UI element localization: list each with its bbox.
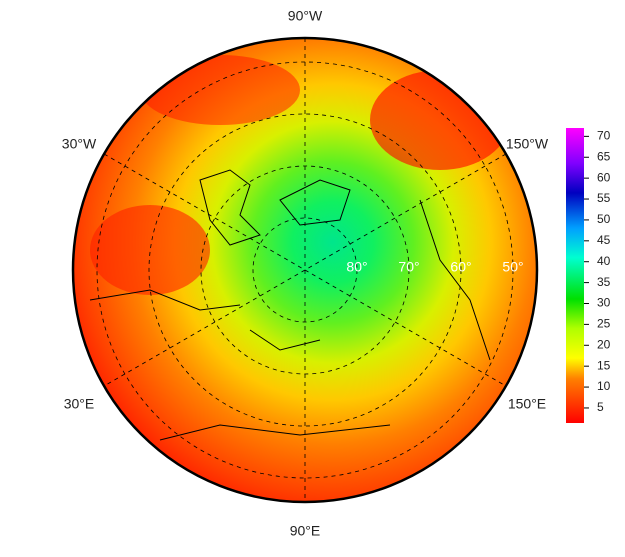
colorbar-tick-label: 25 xyxy=(597,317,611,331)
colorbar-tick-label: 40 xyxy=(597,254,611,268)
meridian-label: 150°E xyxy=(508,396,546,412)
colorbar-tick-label: 50 xyxy=(597,212,611,226)
meridian-label: 90°E xyxy=(290,523,321,539)
colorbar-tick-label: 30 xyxy=(597,296,611,310)
latitude-circle xyxy=(200,165,410,375)
colorbar: 5 10 15 20 25 30 35 40 45 50 55 60 65 70 xyxy=(566,128,611,423)
latitude-circle xyxy=(96,61,514,479)
meridian-label: 30°E xyxy=(64,396,95,412)
colorbar-tick-label: 15 xyxy=(597,358,611,372)
meridian-line xyxy=(103,153,507,387)
meridian-label: 150°W xyxy=(506,136,549,152)
latitude-label: 60° xyxy=(450,259,471,275)
colorbar-tick-label: 60 xyxy=(597,170,611,184)
colorbar-tick-label: 70 xyxy=(597,129,611,143)
coastline xyxy=(89,169,491,441)
colorbar-tick-label: 5 xyxy=(597,400,604,414)
colorbar-tick-label: 10 xyxy=(597,379,611,393)
latitude-circle xyxy=(148,113,462,427)
colorbar-ramp xyxy=(566,128,584,423)
colorbar-tick-label: 45 xyxy=(597,233,611,247)
colorbar-tick-label: 65 xyxy=(597,149,611,163)
meridian-label: 30°W xyxy=(62,136,97,152)
latitude-label: 80° xyxy=(346,259,367,275)
colorbar-tick-label: 20 xyxy=(597,337,611,351)
colorbar-tick-label: 35 xyxy=(597,275,611,289)
graticule: 80° 70° 60° 50° xyxy=(96,38,524,502)
latitude-circle xyxy=(252,217,358,323)
colorbar-tick-label: 55 xyxy=(597,191,611,205)
latitude-label: 50° xyxy=(502,259,523,275)
meridian-label: 90°W xyxy=(288,8,323,24)
latitude-label: 70° xyxy=(398,259,419,275)
